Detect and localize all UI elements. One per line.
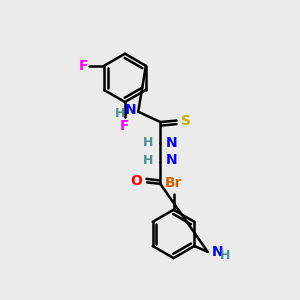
Text: N: N [125, 103, 137, 117]
Text: H: H [220, 249, 230, 262]
Text: N: N [166, 153, 178, 167]
Text: N: N [166, 136, 178, 150]
Text: S: S [181, 114, 191, 128]
Text: H: H [142, 154, 153, 167]
Text: N: N [212, 245, 224, 259]
Text: F: F [120, 119, 130, 133]
Text: F: F [78, 59, 88, 73]
Text: Br: Br [165, 176, 182, 190]
Text: O: O [130, 174, 142, 188]
Text: H: H [115, 107, 125, 120]
Text: H: H [142, 136, 153, 149]
